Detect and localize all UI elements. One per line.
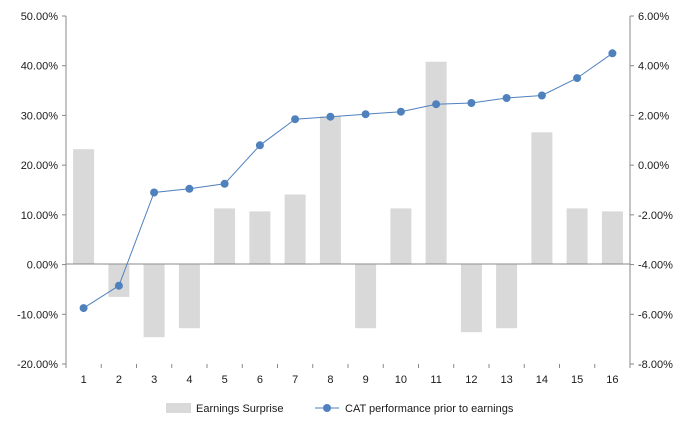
x-tick-label: 9 (363, 374, 369, 386)
cat-performance-point-1 (79, 304, 88, 313)
x-tick-label: 6 (257, 374, 263, 386)
left-tick-label: 20.00% (21, 160, 59, 172)
ticks-group: 50.00%40.00%30.00%20.00%10.00%0.00%-10.0… (17, 11, 673, 386)
left-tick-label: 30.00% (21, 110, 59, 122)
bar-earnings-surprise-2 (108, 264, 130, 297)
x-tick-label: 14 (536, 374, 548, 386)
bar-earnings-surprise-7 (284, 194, 306, 265)
bar-earnings-surprise-4 (178, 264, 200, 329)
bar-earnings-surprise-15 (566, 208, 588, 265)
right-tick-label: 4.00% (638, 61, 669, 73)
legend-label-cat-performance: CAT performance prior to earnings (345, 403, 514, 415)
cat-performance-point-4 (185, 184, 194, 193)
bar-earnings-surprise-1 (73, 149, 95, 265)
bar-earnings-surprise-8 (319, 116, 341, 265)
cat-performance-point-11 (432, 100, 441, 109)
bar-earnings-surprise-5 (214, 208, 236, 265)
x-tick-label: 4 (186, 374, 192, 386)
x-tick-label: 11 (430, 374, 441, 386)
legend-label-earnings-surprise: Earnings Surprise (196, 403, 283, 415)
x-tick-label: 15 (571, 374, 583, 386)
cat-performance-point-5 (220, 179, 229, 188)
right-tick-label: 2.00% (638, 110, 669, 122)
right-tick-label: -2.00% (638, 210, 673, 222)
bar-earnings-surprise-6 (249, 211, 271, 265)
bars-group (73, 61, 623, 338)
line-series-group (79, 49, 617, 313)
right-tick-label: -6.00% (638, 309, 673, 321)
x-tick-label: 3 (151, 374, 157, 386)
legend-swatch-cat-marker (323, 404, 331, 412)
cat-performance-point-16 (608, 49, 617, 58)
cat-performance-point-7 (291, 115, 300, 124)
x-tick-label: 1 (81, 374, 87, 386)
bar-earnings-surprise-11 (425, 61, 447, 265)
right-tick-label: -8.00% (638, 359, 673, 371)
bar-earnings-surprise-14 (531, 132, 553, 265)
legend: Earnings Surprise CAT performance prior … (166, 403, 514, 415)
right-tick-label: 6.00% (638, 11, 669, 23)
cat-performance-point-9 (361, 110, 370, 119)
bar-earnings-surprise-9 (355, 264, 377, 329)
left-tick-label: 10.00% (21, 210, 59, 222)
right-tick-label: -4.00% (638, 260, 673, 272)
bar-earnings-surprise-10 (390, 208, 412, 265)
cat-performance-point-6 (255, 141, 264, 150)
left-tick-label: -20.00% (17, 359, 58, 371)
axes-group (65, 16, 631, 364)
x-tick-label: 13 (501, 374, 513, 386)
bar-earnings-surprise-13 (496, 264, 518, 329)
cat-performance-line (83, 52, 613, 309)
x-tick-label: 10 (395, 374, 407, 386)
cat-performance-point-8 (326, 112, 335, 121)
cat-performance-point-14 (537, 91, 546, 100)
cat-performance-point-2 (114, 281, 123, 290)
x-tick-label: 2 (116, 374, 122, 386)
bar-earnings-surprise-12 (460, 264, 482, 333)
x-tick-label: 5 (222, 374, 228, 386)
cat-performance-point-10 (396, 107, 405, 116)
cat-performance-point-13 (502, 94, 511, 102)
cat-performance-point-3 (150, 188, 159, 197)
x-tick-label: 12 (465, 374, 477, 386)
bar-earnings-surprise-3 (143, 264, 165, 338)
legend-swatch-earnings-surprise (166, 403, 191, 413)
x-tick-label: 7 (292, 374, 298, 386)
cat-performance-point-12 (467, 99, 476, 107)
right-tick-label: 0.00% (638, 160, 669, 172)
left-tick-label: 0.00% (27, 260, 58, 272)
x-tick-label: 16 (606, 374, 618, 386)
x-tick-label: 8 (327, 374, 333, 386)
left-tick-label: -10.00% (17, 309, 58, 321)
bar-earnings-surprise-16 (601, 211, 623, 265)
left-tick-label: 50.00% (21, 11, 59, 23)
left-tick-label: 40.00% (21, 61, 59, 73)
cat-performance-point-15 (573, 74, 582, 83)
